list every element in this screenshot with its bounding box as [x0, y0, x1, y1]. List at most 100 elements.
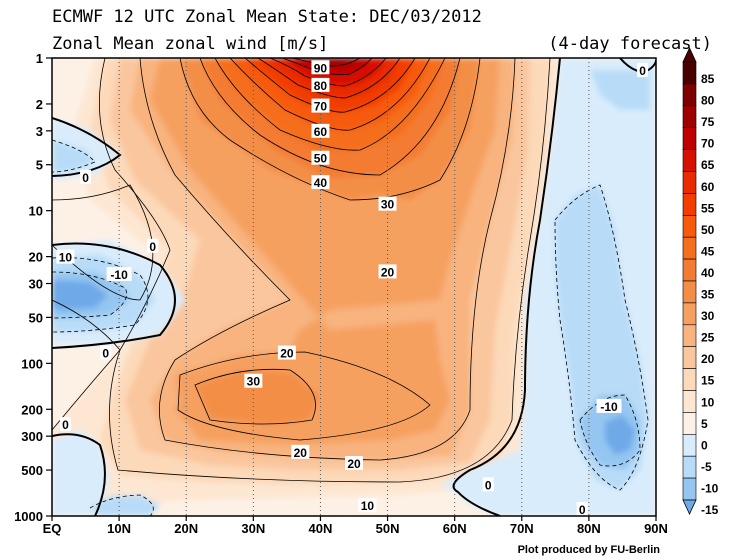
colorbar-swatch — [682, 433, 697, 457]
colorbar-swatch — [682, 302, 697, 326]
contour-label: 0 — [579, 503, 586, 517]
contour-label-bg — [100, 345, 112, 360]
contour-label-bg — [345, 456, 363, 471]
colorbar-swatch — [682, 390, 697, 413]
contour-label: 0 — [639, 64, 646, 78]
y-tick-label: 1000 — [14, 509, 43, 524]
contour-label-bg — [311, 77, 330, 92]
colorbar-label: 85 — [701, 72, 715, 86]
colorbar-label: 30 — [701, 309, 715, 323]
contour-label: 0 — [62, 418, 69, 432]
contour-label-bg — [637, 63, 649, 78]
contour-label-bg — [106, 267, 132, 282]
colorbar-swatch — [682, 455, 697, 479]
colorbar-swatch — [682, 280, 697, 304]
colorbar-swatch — [682, 368, 697, 391]
colorbar-swatch — [682, 236, 697, 260]
colorbar-label: 0 — [701, 438, 708, 452]
contour-label: 0 — [82, 171, 89, 185]
contour-label: 50 — [314, 152, 328, 166]
figure-title: ECMWF 12 UTC Zonal Mean State: DEC/03/20… — [52, 7, 482, 27]
colorbar-label: 45 — [701, 244, 715, 258]
y-tick-label: 50 — [29, 310, 43, 325]
contour-label: 0 — [102, 347, 109, 361]
x-tick-label: 90N — [644, 521, 668, 536]
y-tick-label: 30 — [29, 277, 43, 292]
x-axis: EQ 10N 20N 30N 40N 50N 60N 70N 80N 90N — [43, 516, 668, 536]
colorbar-swatch — [682, 127, 697, 150]
contour-label: -10 — [600, 400, 618, 414]
contour-label: 20 — [294, 446, 308, 460]
contour-label: 10 — [361, 499, 375, 513]
x-tick-label: EQ — [43, 521, 62, 536]
colorbar-label: 55 — [701, 201, 715, 215]
x-tick-label: 20N — [174, 521, 198, 536]
colorbar-swatch — [682, 346, 697, 369]
contour-label-bg — [244, 373, 263, 388]
contour-label-bg — [378, 264, 397, 279]
colorbar-label: 15 — [701, 374, 715, 388]
colorbar-label: 10 — [701, 395, 715, 409]
contour-label: 20 — [280, 347, 294, 361]
colorbar-swatch — [682, 477, 697, 501]
contour-label-bg — [482, 477, 494, 492]
x-tick-label: 10N — [107, 521, 131, 536]
contour-field — [52, 58, 656, 516]
contour-label-bg — [147, 238, 159, 253]
contour-labels: 90 80 70 60 50 40 30 20 0 10 0 -10 0 20 30 20 20 10 0 -10 0 0… — [56, 60, 649, 517]
x-tick-label: 60N — [443, 521, 467, 536]
contour-label-bg — [59, 417, 71, 432]
contour-label-bg — [311, 98, 330, 113]
contour-label-bg — [56, 249, 75, 264]
contour-label-bg — [378, 196, 397, 211]
colorbar-label: 20 — [701, 352, 715, 366]
colorbar: 8580757065605550454035302520151050-5-10-… — [682, 47, 719, 517]
contour-label: 0 — [485, 478, 492, 492]
contour-label: -10 — [110, 268, 128, 282]
colorbar-label: -15 — [701, 503, 719, 517]
colorbar-swatch — [682, 61, 697, 85]
contour-lines — [52, 58, 656, 516]
y-tick-label: 5 — [36, 158, 43, 173]
contour-label: 40 — [314, 176, 328, 190]
contour-label-bg — [311, 150, 330, 165]
colorbar-label: 50 — [701, 223, 715, 237]
contour-label-bg — [576, 502, 588, 517]
colorbar-swatch — [682, 412, 697, 435]
contour-label-bg — [358, 498, 377, 513]
contour-label: 30 — [381, 198, 395, 212]
contour-label: 60 — [314, 125, 328, 139]
contour-label-bg — [311, 175, 330, 190]
y-axis: 1 2 3 5 10 20 30 50 100 200 300 500 1000 — [14, 51, 52, 524]
y-tick-label: 20 — [29, 250, 43, 265]
colorbar-swatch — [682, 171, 697, 194]
contour-label-bg — [311, 123, 330, 138]
contour-label-bg — [277, 345, 296, 360]
contour-label: 90 — [314, 61, 328, 75]
colorbar-label: 35 — [701, 288, 715, 302]
colorbar-label: 5 — [701, 417, 708, 431]
contour-label-bg — [596, 398, 622, 413]
colorbar-label: -10 — [701, 481, 719, 495]
colorbar-swatch — [682, 324, 697, 347]
colorbar-swatch — [682, 193, 697, 216]
forecast-note: (4-day forecast) — [548, 34, 712, 54]
contour-label: 80 — [314, 79, 328, 93]
y-tick-label: 100 — [21, 356, 43, 371]
colorbar-bottom-arrow — [682, 499, 697, 515]
colorbar-swatch — [682, 149, 697, 172]
colorbar-swatch — [682, 105, 697, 129]
colorbar-label: 80 — [701, 94, 715, 108]
colorbar-label: 60 — [701, 180, 715, 194]
contour-label: 0 — [149, 240, 156, 254]
x-tick-label: 40N — [309, 521, 333, 536]
colorbar-swatch — [682, 215, 697, 238]
y-tick-label: 300 — [21, 429, 43, 444]
x-tick-label: 80N — [577, 521, 601, 536]
contour-label: 10 — [59, 251, 73, 265]
credit-text: Plot produced by FU-Berlin — [518, 544, 661, 556]
colorbar-swatch — [682, 258, 697, 282]
colorbar-label: 25 — [701, 331, 715, 345]
contour-label-bg — [291, 444, 310, 459]
